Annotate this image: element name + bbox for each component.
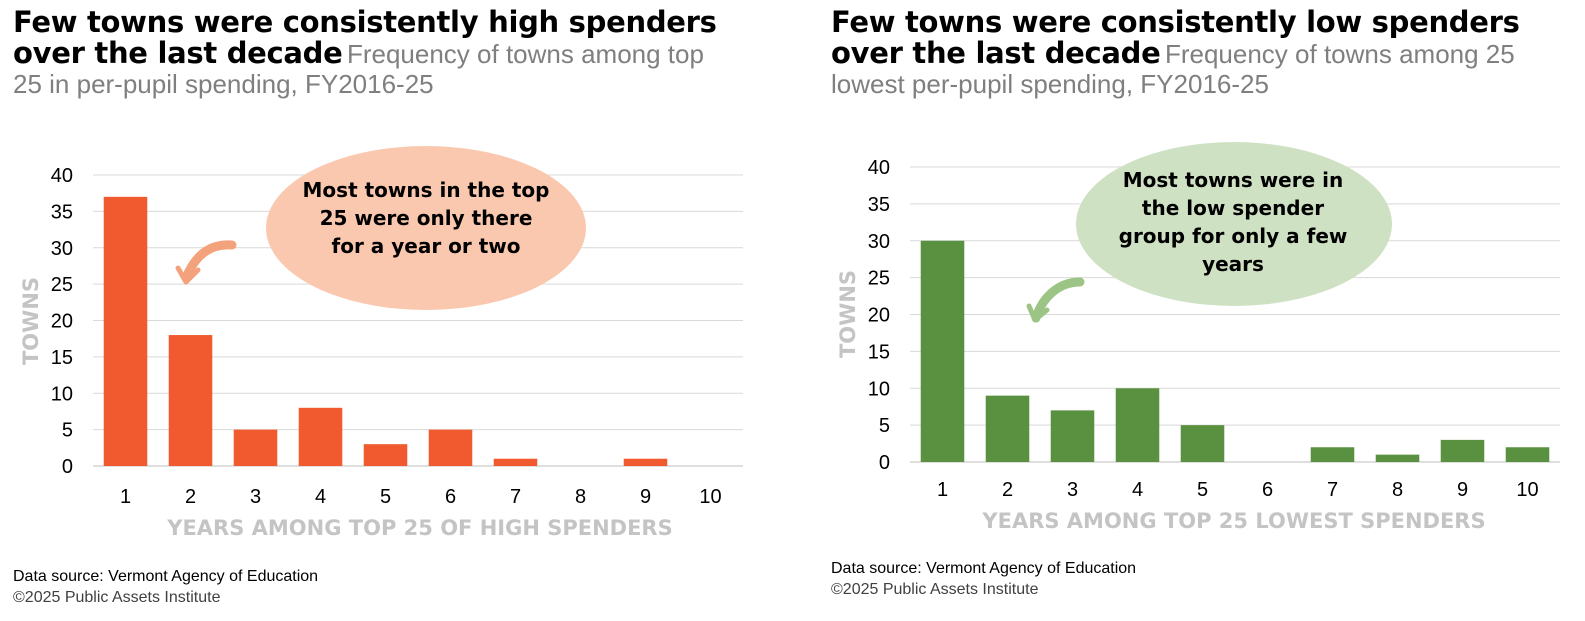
x-tick-label: 9 <box>1457 479 1468 501</box>
copyright: ©2025 Public Assets Institute <box>831 581 1039 598</box>
x-tick-label: 10 <box>1516 479 1538 501</box>
y-tick-label: 0 <box>62 456 73 478</box>
y-tick-label: 20 <box>51 311 73 333</box>
x-tick-label: 9 <box>640 486 651 508</box>
bar <box>1440 439 1485 462</box>
y-tick-label: 20 <box>868 305 890 327</box>
x-tick-label: 10 <box>699 486 721 508</box>
annotation-bubble <box>1076 142 1392 306</box>
x-tick-label: 8 <box>575 486 586 508</box>
bar <box>103 196 148 466</box>
bar-chart-high: 0 5 10 15 20 25 30 35 40 1 2 3 4 5 6 7 8 9 10 YEARS AMONG T… <box>19 146 743 540</box>
annotation-arrow <box>181 240 237 283</box>
chart-panel-low: Few towns were consistently low spenders… <box>818 0 1585 621</box>
y-tick-label: 35 <box>51 201 73 223</box>
bar <box>1375 454 1420 462</box>
y-tick-label: 40 <box>868 157 890 179</box>
y-tick-label: 0 <box>879 452 890 474</box>
x-tick-label: 6 <box>1262 479 1273 501</box>
x-axis-label: YEARS AMONG TOP 25 OF HIGH SPENDERS <box>166 516 672 540</box>
y-tick-label: 30 <box>51 238 73 260</box>
chart-subtitle-part1: Frequency of towns among 25 <box>1164 39 1515 69</box>
chart-title-line1: Few towns were consistently high spender… <box>13 5 717 39</box>
x-tick-label: 5 <box>380 486 391 508</box>
data-source: Data source: Vermont Agency of Education <box>831 560 1137 577</box>
annotation-arrowhead <box>175 265 201 285</box>
x-tick-label: 3 <box>1067 479 1078 501</box>
x-tick-label: 1 <box>120 486 131 508</box>
bar <box>298 407 343 466</box>
annotation-text: Most towns were in the low spender group… <box>1118 168 1348 276</box>
bar <box>233 429 278 466</box>
bar <box>363 444 408 466</box>
chart-subtitle-part2: 25 in per-pupil spending, FY2016-25 <box>13 69 434 99</box>
y-tick-label: 10 <box>868 378 890 400</box>
chart-group: 0 5 10 15 20 25 30 35 40 1 2 3 4 5 6 7 8 9 10 YEARS AMONG T… <box>836 142 1560 533</box>
bar <box>1115 388 1160 462</box>
bar-chart-low: 0 5 10 15 20 25 30 35 40 1 2 3 4 5 6 7 8 9 10 YEARS AMONG T… <box>836 142 1560 533</box>
footer: Data source: Vermont Agency of Education… <box>13 566 318 608</box>
annotation-text: Most towns in the top 25 were only there… <box>302 178 550 258</box>
y-tick-label: 25 <box>51 274 73 296</box>
x-tick-label: 8 <box>1392 479 1403 501</box>
y-tick-label: 10 <box>51 383 73 405</box>
copyright: ©2025 Public Assets Institute <box>13 589 221 606</box>
bar <box>1310 447 1355 462</box>
x-tick-label: 7 <box>510 486 521 508</box>
bar <box>1505 447 1550 462</box>
y-axis-label: TOWNS <box>19 277 43 365</box>
y-tick-label: 30 <box>868 231 890 253</box>
footer: Data source: Vermont Agency of Education… <box>831 558 1136 600</box>
chart-title-line1: Few towns were consistently low spenders <box>831 5 1520 39</box>
bar <box>1180 425 1225 462</box>
chart-heading: Few towns were consistently high spender… <box>13 5 773 99</box>
x-tick-label: 7 <box>1327 479 1338 501</box>
bar <box>493 458 538 466</box>
annotation-arrow <box>1031 277 1085 323</box>
y-tick-label: 15 <box>868 341 890 363</box>
x-tick-label: 6 <box>445 486 456 508</box>
x-tick-label: 5 <box>1197 479 1208 501</box>
annotation-arrowhead <box>1026 303 1050 323</box>
bar <box>168 335 213 466</box>
y-tick-label: 5 <box>62 420 73 442</box>
y-tick-label: 15 <box>51 347 73 369</box>
bar <box>623 458 668 466</box>
chart-subtitle-part2: lowest per-pupil spending, FY2016-25 <box>831 69 1269 99</box>
x-tick-label: 2 <box>185 486 196 508</box>
x-tick-label: 1 <box>937 479 948 501</box>
chart-panel-high: Few towns were consistently high spender… <box>0 0 790 621</box>
y-tick-label: 5 <box>879 415 890 437</box>
chart-group: 0 5 10 15 20 25 30 35 40 1 2 3 4 5 6 7 8 9 10 YEARS AMONG T… <box>19 146 743 540</box>
data-source: Data source: Vermont Agency of Education <box>13 568 319 585</box>
annotation-bubble <box>266 146 586 310</box>
x-tick-label: 3 <box>250 486 261 508</box>
chart-title-line2: over the last decade <box>831 36 1161 70</box>
x-tick-label: 4 <box>1132 479 1143 501</box>
y-tick-label: 25 <box>868 268 890 290</box>
x-tick-label: 2 <box>1002 479 1013 501</box>
y-tick-label: 35 <box>868 194 890 216</box>
bar <box>920 240 965 462</box>
y-tick-label: 40 <box>51 165 73 187</box>
bar <box>428 429 473 466</box>
y-axis-label: TOWNS <box>836 270 860 358</box>
x-tick-label: 4 <box>315 486 326 508</box>
chart-subtitle-part1: Frequency of towns among top <box>346 39 704 69</box>
bar <box>1050 410 1095 462</box>
chart-title-line2: over the last decade <box>13 36 343 70</box>
x-axis-label: YEARS AMONG TOP 25 LOWEST SPENDERS <box>981 509 1485 533</box>
chart-heading: Few towns were consistently low spenders… <box>831 5 1571 99</box>
bar <box>985 395 1030 462</box>
